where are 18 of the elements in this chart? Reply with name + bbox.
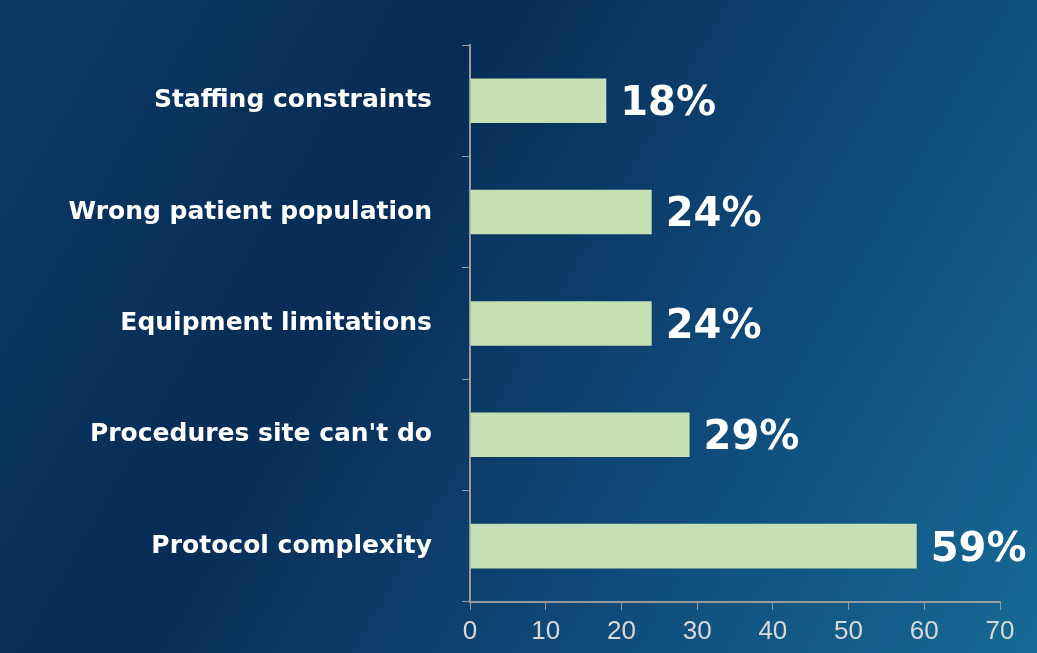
data-label: 59% [930, 523, 1027, 570]
y-tick-label: Procedures site can't do [89, 418, 432, 448]
x-tick-label: 0 [462, 614, 478, 645]
data-label: 18% [620, 78, 717, 125]
x-tick-label: 30 [682, 614, 712, 645]
x-tick-label: 40 [758, 614, 788, 645]
data-label: 29% [703, 412, 800, 459]
y-tick-label: Protocol complexity [151, 529, 432, 559]
x-tick-label: 60 [909, 614, 939, 645]
y-tick-label: Wrong patient population [68, 195, 432, 225]
x-tick-label: 70 [985, 614, 1015, 645]
y-tick-label: Equipment limitations [120, 306, 432, 336]
x-tick-label: 10 [531, 614, 561, 645]
data-label: 24% [665, 300, 762, 347]
x-tick-label: 50 [834, 614, 864, 645]
data-label: 24% [665, 189, 762, 236]
x-tick-label: 20 [606, 614, 636, 645]
y-tick-label: Staffing constraints [153, 84, 432, 114]
